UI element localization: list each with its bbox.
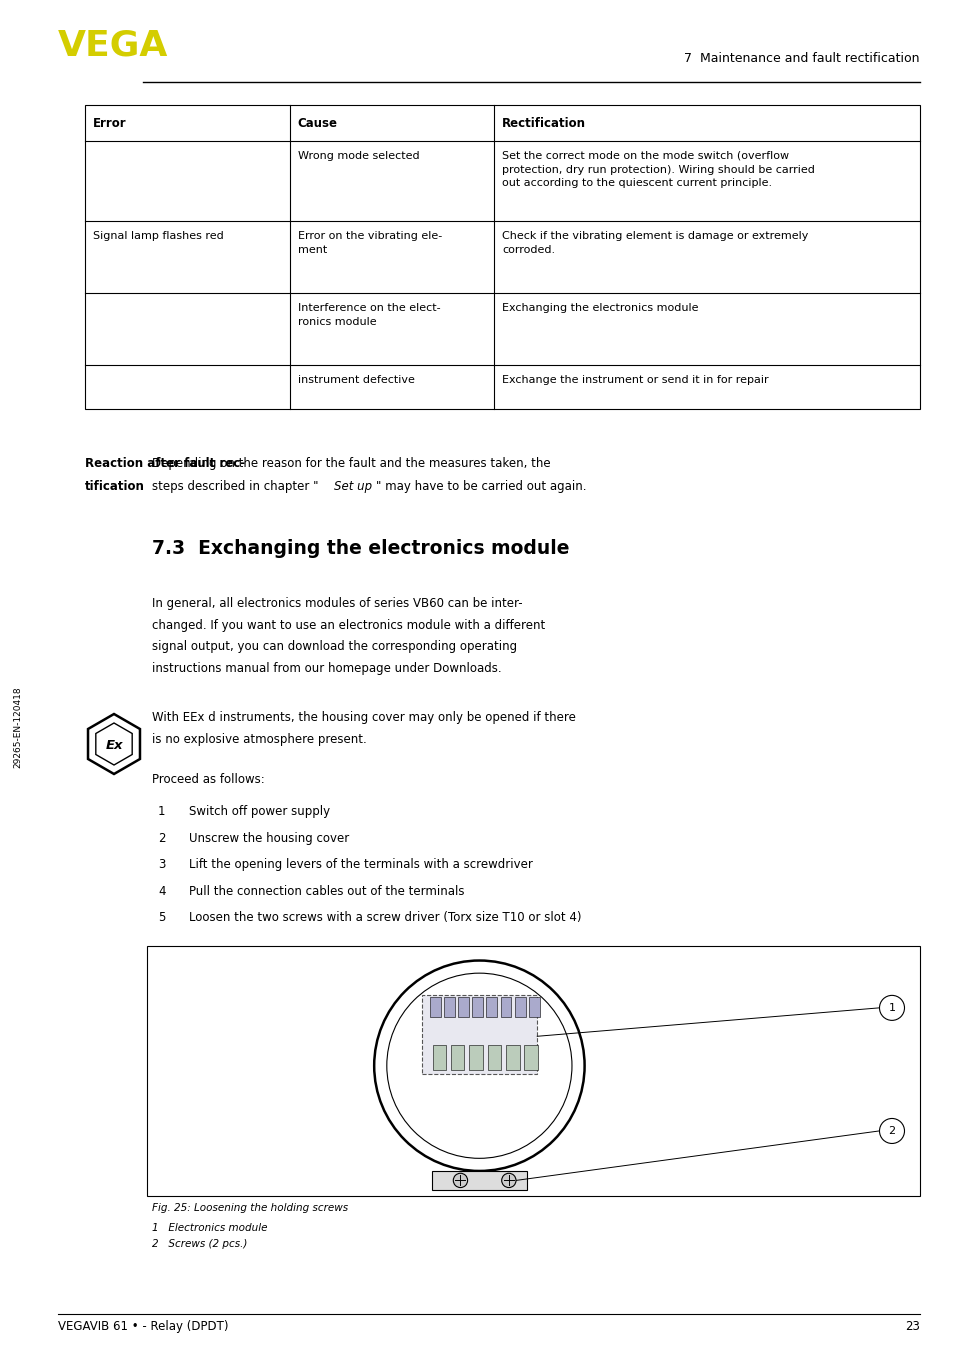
Text: VEGA: VEGA (58, 28, 168, 62)
Text: Cause: Cause (297, 116, 337, 130)
Text: " may have to be carried out again.: " may have to be carried out again. (375, 481, 586, 493)
Bar (528, 998, 539, 1017)
Text: Wrong mode selected: Wrong mode selected (297, 152, 418, 161)
Text: Interference on the elect-
ronics module: Interference on the elect- ronics module (297, 303, 439, 326)
Bar (85, 106, 919, 409)
Text: Error on the vibrating ele-
ment: Error on the vibrating ele- ment (297, 232, 441, 255)
Text: Reaction after fault rec-: Reaction after fault rec- (85, 458, 245, 470)
Text: changed. If you want to use an electronics module with a different: changed. If you want to use an electroni… (152, 619, 545, 631)
Text: Exchanging the electronics module: Exchanging the electronics module (501, 303, 698, 313)
Text: 7  Maintenance and fault rectification: 7 Maintenance and fault rectification (684, 51, 919, 65)
Text: 2   Screws (2 pcs.): 2 Screws (2 pcs.) (152, 1239, 247, 1248)
Bar (514, 998, 525, 1017)
Bar (444, 998, 455, 1017)
Bar (432, 1045, 446, 1070)
Text: 23: 23 (904, 1320, 919, 1332)
Text: Proceed as follows:: Proceed as follows: (152, 773, 265, 787)
Bar (500, 998, 511, 1017)
Text: 2: 2 (158, 831, 165, 845)
Bar (421, 995, 537, 1074)
Text: steps described in chapter ": steps described in chapter " (152, 481, 318, 493)
Text: 7.3  Exchanging the electronics module: 7.3 Exchanging the electronics module (152, 539, 569, 558)
Text: Exchange the instrument or send it in for repair: Exchange the instrument or send it in fo… (501, 375, 768, 385)
Text: With EEx d instruments, the housing cover may only be opened if there: With EEx d instruments, the housing cove… (152, 711, 576, 724)
Text: instructions manual from our homepage under Downloads.: instructions manual from our homepage un… (152, 662, 501, 674)
Text: In general, all electronics modules of series VB60 can be inter-: In general, all electronics modules of s… (152, 597, 522, 611)
Text: Switch off power supply: Switch off power supply (189, 806, 330, 818)
Text: Set up: Set up (334, 481, 372, 493)
Text: tification: tification (85, 481, 145, 493)
Bar (457, 998, 469, 1017)
Text: 1: 1 (887, 1003, 895, 1013)
Text: Rectification: Rectification (501, 116, 585, 130)
Bar (432, 1171, 526, 1190)
Circle shape (453, 1174, 467, 1187)
Text: Set the correct mode on the mode switch (overflow
protection, dry run protection: Set the correct mode on the mode switch … (501, 152, 814, 188)
Text: Unscrew the housing cover: Unscrew the housing cover (189, 831, 349, 845)
Text: signal output, you can download the corresponding operating: signal output, you can download the corr… (152, 640, 517, 653)
Text: instrument defective: instrument defective (297, 375, 414, 385)
Text: 5: 5 (158, 911, 165, 923)
Bar (487, 1045, 500, 1070)
Bar (524, 1045, 537, 1070)
Text: Lift the opening levers of the terminals with a screwdriver: Lift the opening levers of the terminals… (189, 858, 533, 871)
Text: Check if the vibrating element is damage or extremely
corroded.: Check if the vibrating element is damage… (501, 232, 808, 255)
Text: 2: 2 (887, 1127, 895, 1136)
Bar (147, 945, 919, 1196)
Text: 3: 3 (158, 858, 165, 871)
Text: VEGAVIB 61 • - Relay (DPDT): VEGAVIB 61 • - Relay (DPDT) (58, 1320, 229, 1332)
Text: is no explosive atmosphere present.: is no explosive atmosphere present. (152, 733, 366, 746)
Bar (472, 998, 483, 1017)
Text: Depending on the reason for the fault and the measures taken, the: Depending on the reason for the fault an… (152, 458, 550, 470)
Bar (486, 998, 497, 1017)
Text: Pull the connection cables out of the terminals: Pull the connection cables out of the te… (189, 884, 464, 898)
Text: 4: 4 (158, 884, 165, 898)
Text: Ex: Ex (105, 738, 123, 751)
Text: Loosen the two screws with a screw driver (Torx size T10 or slot 4): Loosen the two screws with a screw drive… (189, 911, 581, 923)
Bar (469, 1045, 482, 1070)
Bar (430, 998, 440, 1017)
Text: 1   Electronics module: 1 Electronics module (152, 1223, 267, 1233)
Text: Error: Error (92, 116, 127, 130)
Bar (451, 1045, 464, 1070)
Circle shape (501, 1174, 516, 1187)
Text: Signal lamp flashes red: Signal lamp flashes red (92, 232, 224, 241)
Text: Fig. 25: Loosening the holding screws: Fig. 25: Loosening the holding screws (152, 1202, 348, 1213)
Bar (505, 1045, 519, 1070)
Text: 1: 1 (158, 806, 165, 818)
Text: 29265-EN-120418: 29265-EN-120418 (13, 686, 23, 768)
